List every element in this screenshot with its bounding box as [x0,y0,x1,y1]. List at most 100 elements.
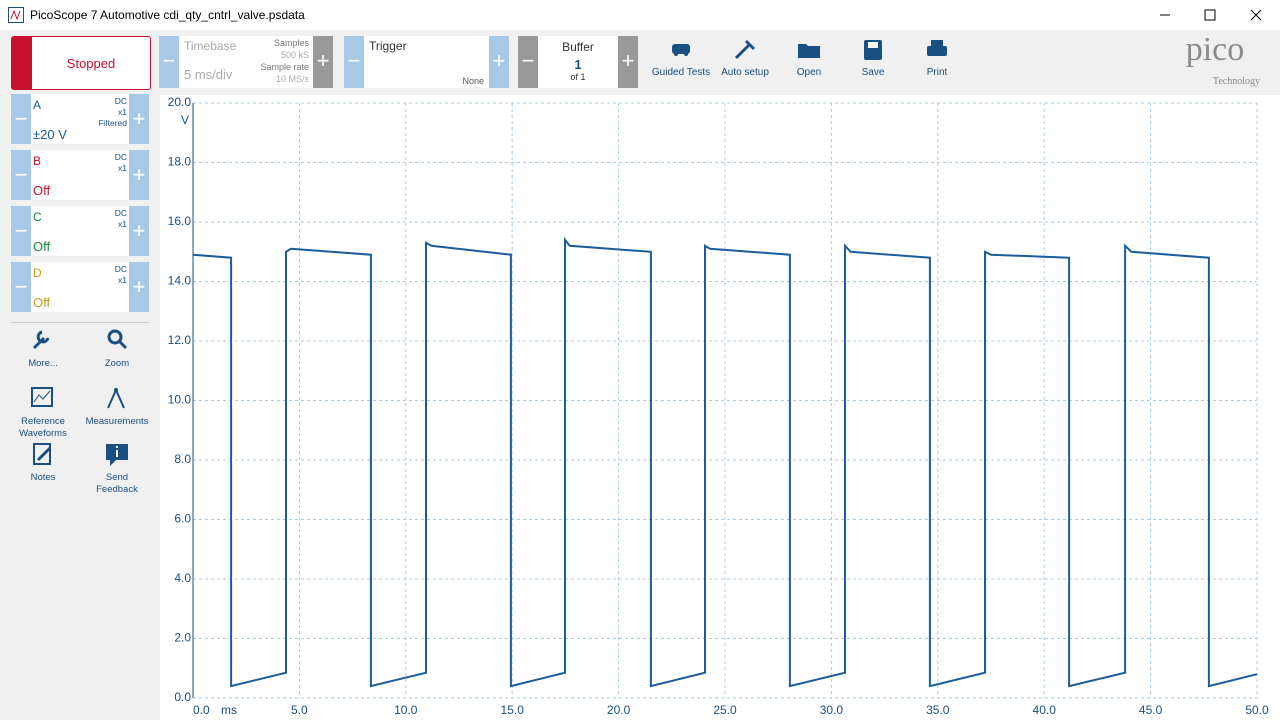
channel-coupling: DC [114,96,127,106]
tool-label: Zoom [104,358,130,369]
y-tick-label: 14.0 [168,274,192,288]
x-tick-label: 15.0 [501,703,525,717]
plot-background [160,95,1280,720]
toolbar-icon [672,44,690,56]
x-unit-label: ms [221,703,237,717]
toolbar-icon [927,40,947,56]
x-tick-label: 40.0 [1033,703,1057,717]
tool-button[interactable]: Zoom [77,326,157,370]
tool-button[interactable]: Send Feedback [77,440,157,496]
channel-increase[interactable]: + [129,206,149,256]
buffer-increase[interactable]: + [618,36,638,88]
timebase-decrease[interactable]: − [159,36,179,88]
x-tick-label: 30.0 [820,703,844,717]
y-tick-label: 20.0 [168,95,192,109]
timebase-increase[interactable]: + [313,36,333,88]
tool-button[interactable]: More... [3,326,83,370]
channel-state: Off [33,239,51,254]
channel-probe: x1 [118,219,127,229]
tool-icon [107,387,125,409]
logo-tagline: Technology [1213,76,1260,87]
channel-panel[interactable]: B Off DC x1 [31,150,129,200]
x-tick-label: 20.0 [607,703,631,717]
x-tick-label: 0.0 [193,703,210,717]
y-tick-label: 16.0 [168,214,192,228]
channel-increase[interactable]: + [129,94,149,144]
y-tick-label: 10.0 [168,393,192,407]
channel-settings: DC x1 [115,152,127,174]
channel-panel[interactable]: A ±20 V DC x1 Filtered [31,94,129,144]
channel-increase[interactable]: + [129,150,149,200]
toolbar-button-label: Guided Tests [651,67,711,78]
tool-icon [107,329,128,350]
toolbar-button[interactable]: Open [777,36,841,78]
toolbar-icon [734,39,756,60]
trigger-mode: None [462,76,484,86]
logo-name: pico [1186,38,1245,68]
y-tick-label: 4.0 [174,571,191,585]
channel-decrease[interactable]: − [11,94,31,144]
y-tick-label: 12.0 [168,333,192,347]
channel-state: Off [33,183,51,198]
run-indicator [12,37,32,89]
toolbar-button[interactable]: Save [841,36,905,78]
channel-decrease[interactable]: − [11,206,31,256]
trigger-increase[interactable]: + [489,36,509,88]
tool-button[interactable]: Notes [3,440,83,484]
x-tick-label: 10.0 [394,703,418,717]
toolbar-button[interactable]: Print [905,36,969,78]
toolbar-icon [864,40,882,60]
trigger-decrease[interactable]: − [344,36,364,88]
channel-name: A [33,98,42,112]
window-title: PicoScope 7 Automotive cdi_qty_cntrl_val… [30,8,305,22]
trigger-panel: Trigger None [364,36,489,88]
samples-label: Samples [273,38,309,48]
buffer-decrease[interactable]: − [518,36,538,88]
rate-value: 10 MS/s [275,74,309,84]
channel-increase[interactable]: + [129,262,149,312]
y-unit-label: V [181,113,189,127]
toolbar-button[interactable]: Guided Tests [649,36,713,78]
timebase-label: Timebase [184,39,237,53]
rate-label: Sample rate [260,62,309,72]
tool-button[interactable]: Reference Waveforms [3,384,83,440]
tool-button[interactable]: Measurements [77,384,157,428]
channel-probe: x1 [118,163,127,173]
y-tick-label: 2.0 [174,631,191,645]
toolbar-button[interactable]: Auto setup [713,36,777,78]
toolbar-button-label: Print [926,67,948,78]
tool-label: Send Feedback [96,472,138,495]
timebase-value: 5 ms/div [184,67,233,82]
toolbar-icon [798,44,820,58]
x-tick-label: 50.0 [1245,703,1269,717]
tool-icon [33,443,52,465]
tool-label: More... [28,358,58,369]
tool-icon [32,330,50,350]
channel-settings: DC x1 [115,208,127,230]
channel-decrease[interactable]: − [11,150,31,200]
trigger-label: Trigger [369,39,407,53]
waveform [192,236,1258,688]
x-tick-label: 35.0 [926,703,950,717]
channel-settings: DC x1 Filtered [99,96,127,129]
buffer-total: of 1 [570,72,586,82]
channel-coupling: DC [114,208,127,218]
toolbar-button-label: Open [796,67,822,78]
channel-panel[interactable]: C Off DC x1 [31,206,129,256]
channel-state: ±20 V [33,127,67,142]
channel-filter: Filtered [98,118,127,128]
tool-icon [106,444,128,466]
y-tick-label: 18.0 [168,155,192,169]
run-button[interactable]: Stopped [11,36,151,90]
channel-name: D [33,266,42,280]
tool-label: Notes [30,472,56,483]
channel-name: B [33,154,42,168]
channel-coupling: DC [114,264,127,274]
channel-decrease[interactable]: − [11,262,31,312]
window-controls[interactable] [1150,0,1280,30]
timebase-panel: Timebase 5 ms/div Samples 500 kS Sample … [179,36,313,88]
channel-probe: x1 [118,275,127,285]
channel-panel[interactable]: D Off DC x1 [31,262,129,312]
y-tick-label: 6.0 [174,512,191,526]
